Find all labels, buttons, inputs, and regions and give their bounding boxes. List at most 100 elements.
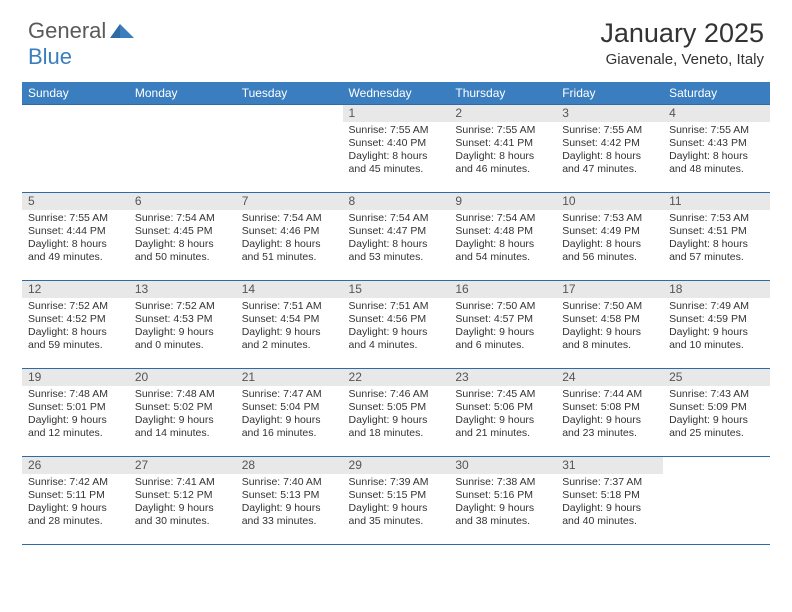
sunrise-line: Sunrise: 7:40 AM <box>242 476 337 489</box>
location: Giavenale, Veneto, Italy <box>600 51 764 68</box>
sunrise-line: Sunrise: 7:50 AM <box>562 300 657 313</box>
day-number: 13 <box>129 281 236 298</box>
sunrise-line: Sunrise: 7:41 AM <box>135 476 230 489</box>
title-block: January 2025 Giavenale, Veneto, Italy <box>600 18 764 68</box>
sunrise-line: Sunrise: 7:53 AM <box>562 212 657 225</box>
day-cell: 10Sunrise: 7:53 AMSunset: 4:49 PMDayligh… <box>556 193 663 281</box>
day-number <box>22 105 129 122</box>
day-cell: 29Sunrise: 7:39 AMSunset: 5:15 PMDayligh… <box>343 457 450 545</box>
day-body: Sunrise: 7:55 AMSunset: 4:41 PMDaylight:… <box>449 122 556 181</box>
day-cell: 14Sunrise: 7:51 AMSunset: 4:54 PMDayligh… <box>236 281 343 369</box>
day-cell: 25Sunrise: 7:43 AMSunset: 5:09 PMDayligh… <box>663 369 770 457</box>
day-body: Sunrise: 7:52 AMSunset: 4:52 PMDaylight:… <box>22 298 129 357</box>
daylight-line: Daylight: 8 hours and 53 minutes. <box>349 238 444 264</box>
day-number: 8 <box>343 193 450 210</box>
logo-icon <box>110 20 136 43</box>
day-cell: 9Sunrise: 7:54 AMSunset: 4:48 PMDaylight… <box>449 193 556 281</box>
day-body: Sunrise: 7:54 AMSunset: 4:47 PMDaylight:… <box>343 210 450 269</box>
sunrise-line: Sunrise: 7:46 AM <box>349 388 444 401</box>
sunrise-line: Sunrise: 7:48 AM <box>28 388 123 401</box>
logo: General <box>28 18 138 44</box>
day-cell: 6Sunrise: 7:54 AMSunset: 4:45 PMDaylight… <box>129 193 236 281</box>
daylight-line: Daylight: 9 hours and 28 minutes. <box>28 502 123 528</box>
day-number: 6 <box>129 193 236 210</box>
day-number: 19 <box>22 369 129 386</box>
day-number: 7 <box>236 193 343 210</box>
calendar-body: 1Sunrise: 7:55 AMSunset: 4:40 PMDaylight… <box>22 105 770 545</box>
sunrise-line: Sunrise: 7:42 AM <box>28 476 123 489</box>
week-row: 1 Sunrise: 7:55 AM Sunset: 4:40 PMDaylight… <box>22 105 770 193</box>
sunset-line: Sunset: 5:16 PM <box>455 489 550 502</box>
weekday-saturday: Saturday <box>663 82 770 105</box>
day-body: Sunrise: 7:46 AMSunset: 5:05 PMDaylight:… <box>343 386 450 445</box>
daylight-line: Daylight: 9 hours and 4 minutes. <box>349 326 444 352</box>
day-number <box>236 105 343 122</box>
daylight-line: Daylight: 8 hours and 59 minutes. <box>28 326 123 352</box>
day-body: Sunrise: 7:43 AMSunset: 5:09 PMDaylight:… <box>663 386 770 445</box>
day-body: Sunrise: 7:41 AMSunset: 5:12 PMDaylight:… <box>129 474 236 533</box>
sunset-line: Sunset: 4:48 PM <box>455 225 550 238</box>
day-cell <box>129 105 236 193</box>
day-number: 30 <box>449 457 556 474</box>
day-body: Sunrise: 7:55 AMSunset: 4:44 PMDaylight:… <box>22 210 129 269</box>
day-cell: 24Sunrise: 7:44 AMSunset: 5:08 PMDayligh… <box>556 369 663 457</box>
daylight-line: Daylight: 8 hours and 51 minutes. <box>242 238 337 264</box>
calendar-table: SundayMondayTuesdayWednesdayThursdayFrid… <box>22 82 770 545</box>
day-number: 23 <box>449 369 556 386</box>
sunrise-line: Sunrise: 7:44 AM <box>562 388 657 401</box>
daylight-line: Daylight: 9 hours and 8 minutes. <box>562 326 657 352</box>
day-number: 1 <box>343 105 450 122</box>
day-body: Sunrise: 7:37 AMSunset: 5:18 PMDaylight:… <box>556 474 663 533</box>
weekday-tuesday: Tuesday <box>236 82 343 105</box>
day-cell: 11Sunrise: 7:53 AMSunset: 4:51 PMDayligh… <box>663 193 770 281</box>
sunrise-line: Sunrise: 7:39 AM <box>349 476 444 489</box>
daylight-line: Daylight: 8 hours and 45 minutes. <box>349 150 444 176</box>
day-number: 22 <box>343 369 450 386</box>
sunset-line: Sunset: 4:40 PM <box>349 137 444 150</box>
day-cell: 7Sunrise: 7:54 AMSunset: 4:46 PMDaylight… <box>236 193 343 281</box>
day-number: 26 <box>22 457 129 474</box>
sunrise-line: Sunrise: 7:55 AM <box>669 124 764 137</box>
calendar-head: SundayMondayTuesdayWednesdayThursdayFrid… <box>22 82 770 105</box>
daylight-line: Daylight: 9 hours and 18 minutes. <box>349 414 444 440</box>
day-body: Sunrise: 7:51 AMSunset: 4:56 PMDaylight:… <box>343 298 450 357</box>
daylight-line: Daylight: 9 hours and 40 minutes. <box>562 502 657 528</box>
weekday-monday: Monday <box>129 82 236 105</box>
day-cell: 2Sunrise: 7:55 AMSunset: 4:41 PMDaylight… <box>449 105 556 193</box>
sunrise-line: Sunrise: 7:55 AM <box>455 124 550 137</box>
day-number: 5 <box>22 193 129 210</box>
day-body: Sunrise: 7:55 AMSunset: 4:42 PMDaylight:… <box>556 122 663 181</box>
day-number: 29 <box>343 457 450 474</box>
sunrise-line: Sunrise: 7:38 AM <box>455 476 550 489</box>
daylight-line: Daylight: 9 hours and 21 minutes. <box>455 414 550 440</box>
day-cell: 22Sunrise: 7:46 AMSunset: 5:05 PMDayligh… <box>343 369 450 457</box>
day-cell: 1Sunrise: 7:55 AMSunset: 4:40 PMDaylight… <box>343 105 450 193</box>
day-body: Sunrise: 7:44 AMSunset: 5:08 PMDaylight:… <box>556 386 663 445</box>
sunset-line: Sunset: 5:06 PM <box>455 401 550 414</box>
day-number: 14 <box>236 281 343 298</box>
day-body: Sunrise: 7:47 AMSunset: 5:04 PMDaylight:… <box>236 386 343 445</box>
daylight-line: Daylight: 8 hours and 50 minutes. <box>135 238 230 264</box>
day-cell: 28Sunrise: 7:40 AMSunset: 5:13 PMDayligh… <box>236 457 343 545</box>
sunset-line: Sunset: 4:56 PM <box>349 313 444 326</box>
daylight-line: Daylight: 9 hours and 33 minutes. <box>242 502 337 528</box>
day-cell: 16Sunrise: 7:50 AMSunset: 4:57 PMDayligh… <box>449 281 556 369</box>
daylight-line: Daylight: 9 hours and 2 minutes. <box>242 326 337 352</box>
day-body: Sunrise: 7:54 AMSunset: 4:48 PMDaylight:… <box>449 210 556 269</box>
week-row: 19Sunrise: 7:48 AMSunset: 5:01 PMDayligh… <box>22 369 770 457</box>
sunset-line: Sunset: 4:46 PM <box>242 225 337 238</box>
day-number: 16 <box>449 281 556 298</box>
sunrise-line: Sunrise: 7:50 AM <box>455 300 550 313</box>
day-body: Sunrise: 7:53 AMSunset: 4:49 PMDaylight:… <box>556 210 663 269</box>
day-number: 11 <box>663 193 770 210</box>
day-body: Sunrise: 7:48 AMSunset: 5:02 PMDaylight:… <box>129 386 236 445</box>
sunset-line: Sunset: 4:52 PM <box>28 313 123 326</box>
day-body: Sunrise: 7:48 AMSunset: 5:01 PMDaylight:… <box>22 386 129 445</box>
sunset-line: Sunset: 4:44 PM <box>28 225 123 238</box>
day-number: 12 <box>22 281 129 298</box>
day-body: Sunrise: 7:40 AMSunset: 5:13 PMDaylight:… <box>236 474 343 533</box>
day-number: 31 <box>556 457 663 474</box>
daylight-line: Daylight: 9 hours and 0 minutes. <box>135 326 230 352</box>
sunrise-line: Sunrise: 7:43 AM <box>669 388 764 401</box>
daylight-line: Daylight: 8 hours and 56 minutes. <box>562 238 657 264</box>
